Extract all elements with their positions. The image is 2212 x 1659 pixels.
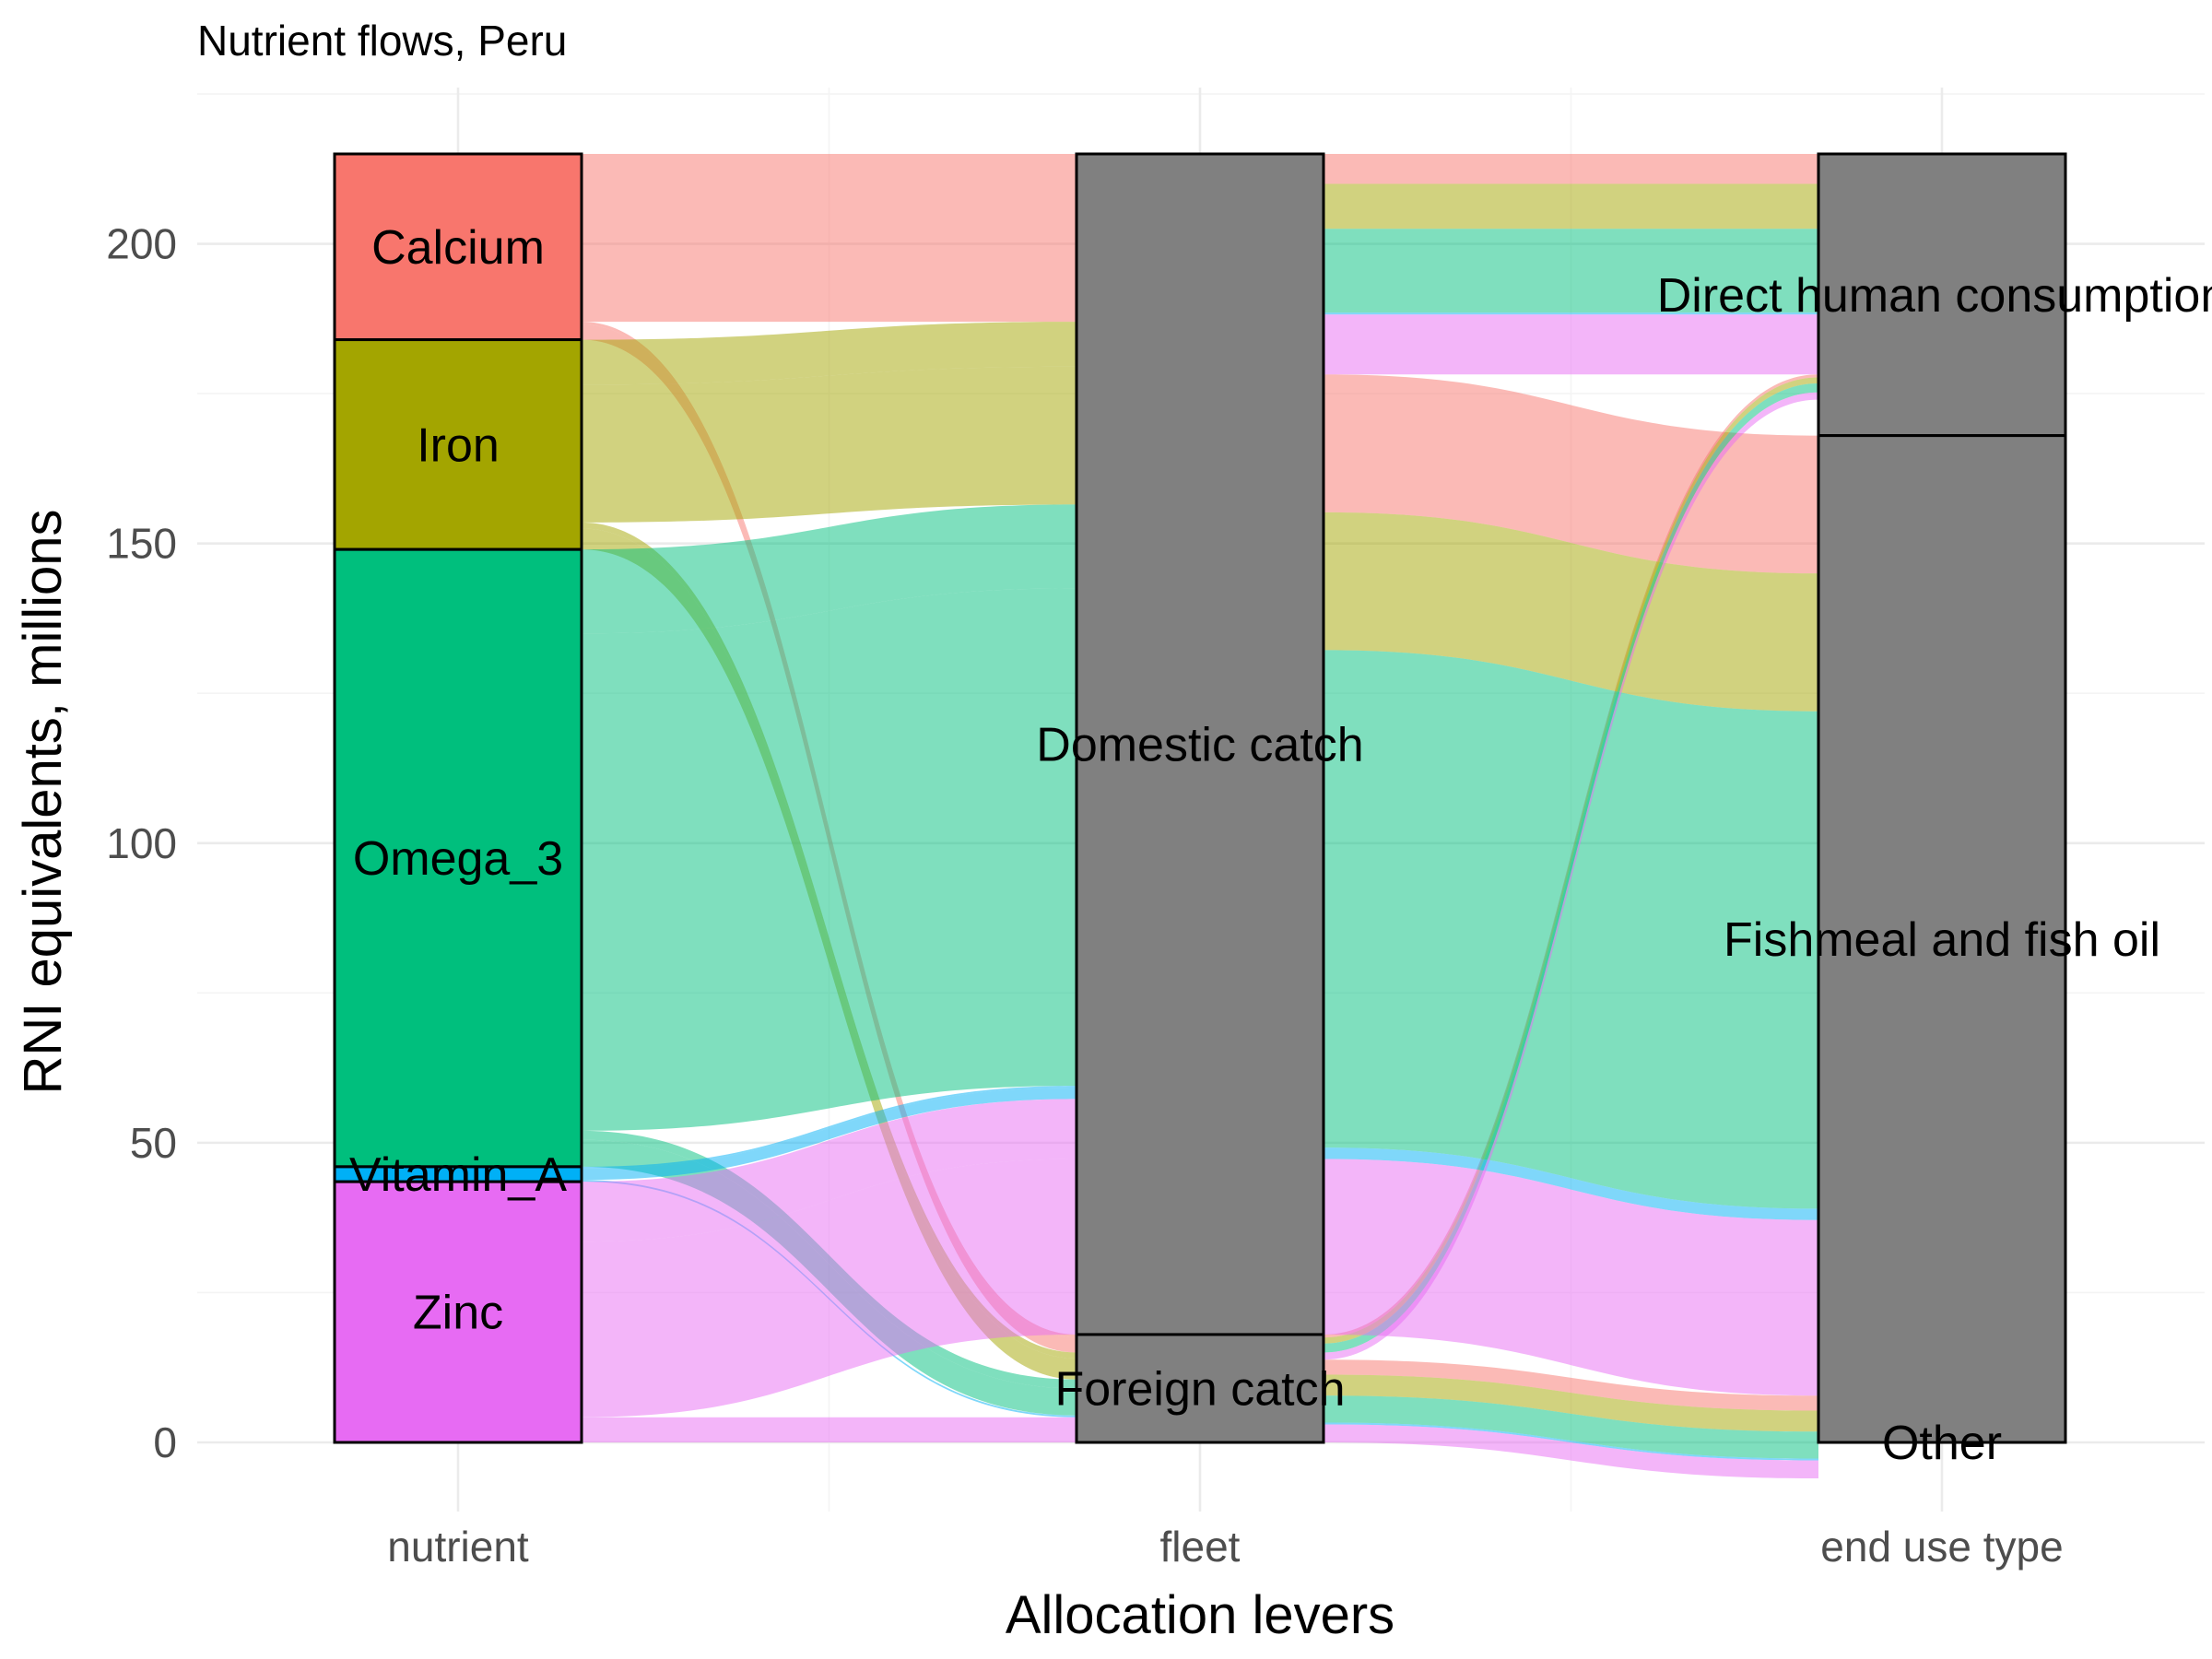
flow-fleet-to-end-use (1324, 154, 1818, 184)
y-tick-label: 0 (153, 1418, 177, 1466)
stratum-label: Zinc (413, 1287, 503, 1340)
y-tick-label: 150 (106, 520, 177, 568)
flow-nutrient-to-fleet (582, 1424, 1077, 1442)
stratum-fishmeal-and-fish-oil (1817, 434, 2067, 1444)
stratum-label: Fishmeal and fish oil (1724, 913, 2160, 967)
flow-fleet-to-end-use (1324, 312, 1818, 315)
flow-nutrient-to-fleet (582, 1099, 1077, 1242)
stratum-omega-3 (333, 547, 583, 1169)
flow-fleet-to-end-use (1324, 650, 1818, 1209)
x-tick-labels: nutrient fleet end use type (387, 1523, 2063, 1571)
flow-fleet-to-end-use (1324, 1147, 1818, 1220)
stratum-label: Foreign catch (1054, 1362, 1345, 1416)
flows (582, 154, 1818, 1479)
flow-fleet-to-end-use (1324, 1424, 1818, 1479)
y-tick-label: 200 (106, 220, 177, 268)
y-tick-label: 100 (106, 819, 177, 867)
x-axis-title: Allocation levers (1006, 1585, 1394, 1645)
chart-title: Nutrient flows, Peru (197, 17, 567, 65)
flow-fleet-to-end-use (1324, 512, 1818, 712)
stratum-label: Other (1882, 1417, 2002, 1470)
flow-nutrient-to-fleet (582, 183, 1077, 323)
x-tick-label: fleet (1160, 1523, 1241, 1571)
stratum-label: Direct human consumption (1657, 269, 2212, 323)
stratum-label: Calcium (371, 221, 545, 275)
flow-fleet-to-end-use (1324, 1422, 1818, 1461)
y-tick-labels: 0 50 100 150 200 (106, 220, 177, 1466)
stratum-label: Omega_3 (353, 832, 563, 886)
flow-fleet-to-end-use (1324, 392, 1818, 1360)
flow-fleet-to-end-use (1324, 1159, 1818, 1396)
flow-nutrient-to-fleet (582, 1159, 1077, 1418)
stratum-label: Vitamin_A (349, 1148, 567, 1202)
flow-nutrient-to-fleet (582, 1088, 1077, 1181)
strata: Calcium Iron Omega_3 Vitamin_A Zinc Domestic … (333, 152, 2212, 1470)
flow-nutrient-to-fleet (582, 1086, 1077, 1169)
stratum-foreign-catch (1075, 1333, 1325, 1444)
x-tick-label: end use type (1820, 1523, 2063, 1571)
flow-fleet-to-end-use (1324, 229, 1818, 313)
flow-nutrient-to-fleet (582, 504, 1077, 634)
flow-nutrient-to-fleet (582, 1417, 1077, 1425)
flow-nutrient-to-fleet (582, 322, 1077, 385)
stratum-zinc (333, 1180, 583, 1444)
stratum-label: Iron (417, 418, 500, 472)
flow-fleet-to-end-use (1324, 314, 1818, 375)
flow-fleet-to-end-use (1324, 183, 1818, 229)
x-tick-label: nutrient (387, 1523, 529, 1571)
stratum-label: Domestic catch (1036, 718, 1363, 771)
flow-fleet-to-end-use (1324, 374, 1818, 574)
flow-fleet-to-end-use (1324, 1395, 1818, 1459)
y-tick-label: 50 (130, 1119, 177, 1167)
stratum-domestic-catch (1075, 152, 1325, 1336)
flow-nutrient-to-fleet (582, 154, 1077, 184)
flow-nutrient-to-fleet (582, 366, 1077, 523)
flow-fleet-to-end-use (1324, 1374, 1818, 1432)
flow-fleet-to-end-use (1324, 383, 1818, 1353)
stratum-calcium (333, 152, 583, 342)
stratum-direct-human-consumption (1817, 152, 2067, 438)
flow-nutrient-to-fleet (582, 588, 1077, 1131)
y-axis-title: RNI equivalents, millions (13, 509, 73, 1094)
flow-fleet-to-end-use (1324, 1359, 1818, 1411)
